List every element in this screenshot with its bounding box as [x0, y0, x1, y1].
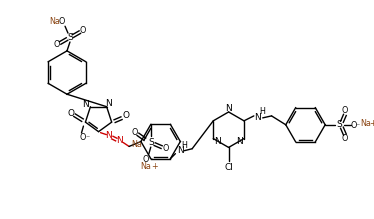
Text: O: O [59, 17, 65, 26]
Text: O: O [350, 121, 357, 130]
Text: N: N [116, 136, 123, 145]
Text: O: O [67, 109, 74, 118]
Text: N: N [177, 146, 184, 155]
Text: H: H [181, 141, 187, 150]
Text: +: + [369, 119, 374, 128]
Text: O: O [79, 133, 86, 142]
Text: O: O [342, 106, 348, 115]
Text: H: H [259, 108, 265, 117]
Text: O: O [132, 128, 138, 137]
Text: O: O [162, 144, 169, 153]
Text: N: N [105, 131, 112, 140]
Text: O: O [123, 111, 130, 120]
Text: Na: Na [360, 119, 371, 128]
Text: N: N [236, 137, 242, 146]
Text: N: N [225, 104, 232, 113]
Text: Cl: Cl [224, 163, 233, 172]
Text: ⁻: ⁻ [356, 121, 360, 130]
Text: Na: Na [140, 162, 151, 171]
Text: O: O [54, 41, 60, 49]
Text: S: S [336, 120, 342, 129]
Text: S: S [148, 138, 154, 147]
Text: Na: Na [49, 17, 59, 26]
Text: O: O [80, 26, 86, 35]
Text: N: N [214, 137, 221, 146]
Text: N: N [254, 113, 261, 122]
Text: ⁻: ⁻ [85, 133, 89, 142]
Text: O: O [142, 155, 149, 164]
Text: +: + [151, 162, 158, 171]
Text: S: S [67, 33, 73, 42]
Text: O: O [342, 134, 348, 143]
Text: Na: Na [132, 140, 142, 149]
Text: ⁻: ⁻ [148, 155, 153, 164]
Text: N: N [82, 100, 89, 109]
Text: N: N [105, 99, 112, 108]
